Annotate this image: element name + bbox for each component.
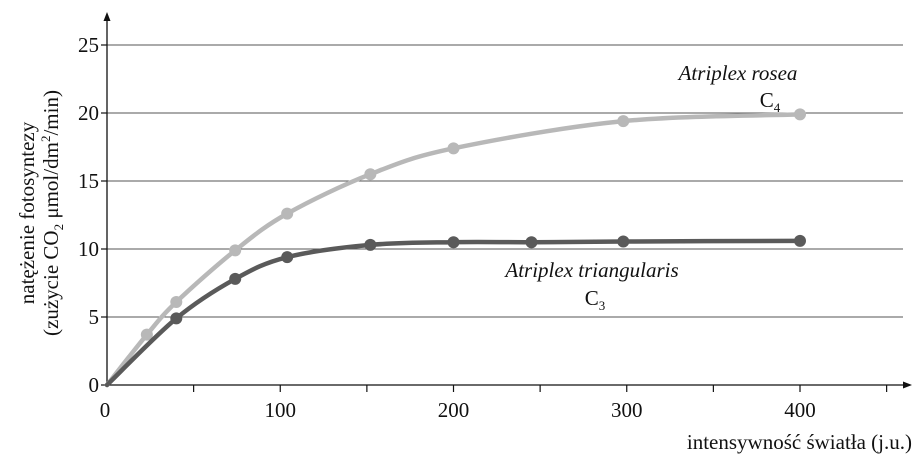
data-point-atriplex-triangularis-4 [364,238,377,251]
y-axis-title-line1: natężenie fotosyntezy [15,121,39,304]
y-axis-arrow [103,12,111,21]
data-point-atriplex-triangularis-3 [281,251,294,264]
ticks: 0 5 10 15 20 25 0 100 200 300 400 [78,33,888,422]
series-layer [104,108,806,388]
data-point-atriplex-triangularis-8 [794,234,806,247]
data-point-atriplex-rosea-7 [617,115,630,128]
data-point-atriplex-rosea-8 [794,108,806,121]
y-title-part-1: (zużycie CO [39,230,63,336]
data-point-atriplex-rosea-2 [170,296,183,309]
data-point-atriplex-rosea-5 [364,168,377,181]
x-axis-arrow [903,381,912,389]
y-title-part-3: /min) [39,90,63,136]
series-sublabel-c3-letter: C [585,286,599,310]
y-tick-label-20: 20 [78,101,99,125]
data-point-atriplex-rosea-3 [229,244,242,257]
y-tick-label-25: 25 [78,33,99,57]
data-point-atriplex-rosea-6 [447,142,460,155]
x-tick-label-200: 200 [438,398,470,422]
series-sublabel-c3-index: 3 [599,298,606,313]
series-sublabel-c3: C3 [585,286,606,313]
series-label-atriplex-rosea: Atriplex rosea [677,61,798,85]
y-axis-title-group: natężenie fotosyntezy [15,121,39,304]
data-point-atriplex-rosea-4 [281,207,294,220]
series-atriplex-rosea [104,108,806,388]
y-axis-title-line2-group: (zużycie CO2 μmol/dm2/min) [38,90,66,336]
x-tick-label-100: 100 [265,398,297,422]
series-sublabel-c4-letter: C [760,88,774,112]
y-tick-label-10: 10 [78,237,99,261]
data-point-atriplex-triangularis-1 [170,312,183,325]
y-tick-label-0: 0 [89,373,100,397]
y-title-part-2: μmol/dm [39,142,63,224]
x-axis-title: intensywność światła (j.u.) [687,430,912,454]
data-point-atriplex-triangularis-6 [525,236,538,249]
series-label-atriplex-triangularis: Atriplex triangularis [503,258,678,282]
data-point-atriplex-triangularis-5 [447,236,460,249]
series-line-atriplex-rosea [104,112,803,388]
series-line-atriplex-triangularis [104,238,803,388]
y-tick-label-15: 15 [78,169,99,193]
data-point-atriplex-rosea-1 [140,328,153,341]
data-point-atriplex-triangularis-7 [617,235,630,248]
series-atriplex-triangularis [104,234,806,388]
y-title-sub-1: 2 [51,224,66,231]
series-sublabel-c4: C4 [760,88,781,115]
y-tick-label-5: 5 [89,305,100,329]
y-axis-title-line2: (zużycie CO2 μmol/dm2/min) [38,90,66,336]
y-title-sup-1: 2 [38,136,53,143]
axes [103,12,912,389]
x-tick-label-300: 300 [611,398,643,422]
data-point-atriplex-triangularis-2 [229,272,242,285]
x-tick-label-400: 400 [784,398,816,422]
series-sublabel-c4-index: 4 [774,100,781,115]
x-tick-label-0: 0 [100,398,111,422]
